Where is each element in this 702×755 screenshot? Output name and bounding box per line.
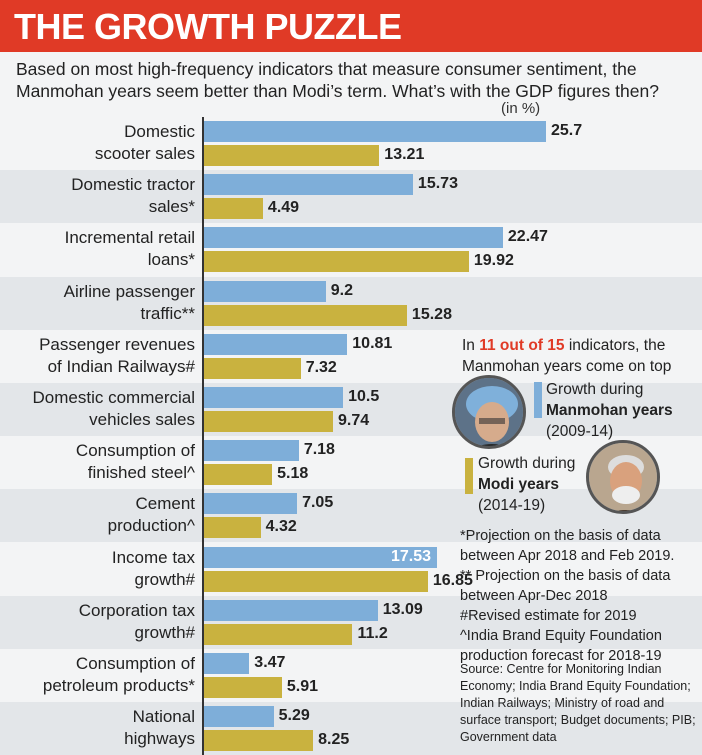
value-label-manmohan: 22.47 <box>507 228 548 246</box>
value-label-modi: 15.28 <box>411 305 452 323</box>
footnote-3: #Revised estimate for 2019 <box>460 608 637 624</box>
category-label: Income tax growth# <box>111 547 195 589</box>
legend-manmohan-line3: (2009-14) <box>546 423 614 440</box>
bar-modi <box>203 517 261 539</box>
bar-manmohan <box>203 121 546 142</box>
footnotes: *Projection on the basis of data between… <box>460 526 702 666</box>
chart-row: Domestic tractor sales* 15.73 4.49 <box>0 170 702 224</box>
chart-row: Income tax growth# 17.53 16.85 <box>0 543 702 596</box>
legend-manmohan-line2: Manmohan years <box>546 402 673 419</box>
callout-note: In 11 out of 15 indicators, the Manmohan… <box>462 335 702 377</box>
legend-manmohan: Growth during Manmohan years (2009-14) <box>546 379 673 442</box>
bar-manmohan <box>203 387 344 408</box>
category-label: Corporation tax growth# <box>78 600 195 642</box>
bar-modi <box>203 730 314 752</box>
bar-modi <box>203 251 469 273</box>
value-label-manmohan: 10.5 <box>348 388 380 405</box>
bar-manmohan <box>203 280 326 302</box>
value-label-manmohan: 3.47 <box>254 654 286 671</box>
legend-modi-line3: (2014-19) <box>478 497 546 514</box>
value-label-modi: 7.32 <box>305 358 337 376</box>
header-banner: THE GROWTH PUZZLE <box>0 0 702 52</box>
value-label-modi: 5.91 <box>286 678 319 695</box>
category-label: Cement production^ <box>107 494 195 536</box>
value-label-modi: 4.49 <box>267 199 300 217</box>
chart-row: Corporation tax growth# 13.09 11.2 <box>0 595 702 649</box>
value-label-modi: 11.2 <box>357 624 388 642</box>
category-label: Passenger revenues of Indian Railways# <box>39 334 195 376</box>
category-label: Consumption of petroleum products* <box>42 654 195 695</box>
category-label: Domestic scooter sales <box>94 122 195 163</box>
category-label: Consumption of finished steel^ <box>75 441 195 483</box>
y-axis-line <box>202 117 204 755</box>
value-label-manmohan: 15.73 <box>417 175 458 193</box>
chart-row: Passenger revenues of Indian Railways# 10… <box>0 330 702 383</box>
unit-label: (in %) <box>501 100 541 117</box>
bar-modi <box>203 677 282 698</box>
value-label-manmohan: 13.09 <box>382 600 423 618</box>
bar-modi <box>203 411 333 432</box>
modi-portrait <box>586 440 660 514</box>
bar-manmohan <box>203 174 413 196</box>
value-label-modi: 16.85 <box>432 571 473 589</box>
value-label-manmohan: 25.7 <box>551 122 583 139</box>
category-label: Incremental retail loans* <box>64 228 195 270</box>
chart-row: Airline passenger traffic** 9.2 15.28 <box>0 276 702 330</box>
callout-prefix: In <box>462 337 480 354</box>
legend-manmohan-line1: Growth during <box>546 381 644 398</box>
value-label-modi: 5.18 <box>277 465 309 483</box>
value-label-modi: 9.74 <box>337 412 370 429</box>
bar-manmohan <box>203 546 437 568</box>
source-note: Source: Centre for Monitoring Indian Eco… <box>460 662 696 744</box>
legend-swatch-modi <box>465 458 473 494</box>
value-label-modi: 13.21 <box>384 146 425 163</box>
chart-title: THE GROWTH PUZZLE <box>14 6 402 47</box>
bar-manmohan <box>203 227 503 249</box>
bar-manmohan <box>203 333 348 355</box>
legend-modi-line1: Growth during <box>478 455 576 472</box>
chart-row: Incremental retail loans* 22.47 19.92 <box>0 223 702 276</box>
chart-row: Consumption of finished steel^ 7.18 5.18 <box>0 436 702 489</box>
chart-row: Consumption of petroleum products* 3.47 5.… <box>0 649 702 702</box>
bar-manmohan <box>203 440 299 462</box>
value-label-modi: 19.92 <box>473 252 514 270</box>
callout-highlight: 11 out of 15 <box>479 337 565 354</box>
bar-manmohan <box>203 706 274 728</box>
manmohan-portrait <box>452 375 526 449</box>
bar-modi <box>203 304 407 326</box>
value-label-manmohan: 5.29 <box>278 707 310 725</box>
bar-manmohan <box>203 653 250 674</box>
legend-modi: Growth during Modi years (2014-19) <box>478 453 575 516</box>
value-label-manmohan: 7.18 <box>303 441 335 459</box>
chart-row: National highways 5.29 8.25 <box>0 702 702 755</box>
category-label: Airline passenger traffic** <box>63 281 195 323</box>
chart-row: Domestic commercial vehicles sales 10.5 9.… <box>0 383 702 436</box>
bar-modi <box>203 623 353 645</box>
footnote-1: *Projection on the basis of data between… <box>460 528 675 564</box>
chart-row: Cement production^ 7.05 4.32 <box>0 489 702 543</box>
value-label-modi: 8.25 <box>318 731 350 749</box>
subtitle: Based on most high-frequency indicators … <box>16 59 659 101</box>
bar-modi <box>203 145 380 166</box>
value-label-manmohan: 10.81 <box>352 334 393 352</box>
callout-suffix: indicators, the Manmohan years come on t… <box>462 337 672 375</box>
value-label-manmohan: 17.53 <box>390 547 431 565</box>
category-label: National highways <box>124 707 195 749</box>
value-label-modi: 4.32 <box>265 518 297 536</box>
value-label-manmohan: 9.2 <box>330 281 354 299</box>
footnote-4: ^India Brand Equity Foundation productio… <box>460 628 662 664</box>
bar-manmohan <box>203 599 378 621</box>
bar-modi <box>203 357 301 379</box>
bar-modi <box>203 464 273 486</box>
chart-row: Domestic scooter sales 25.7 13.21 <box>0 117 702 170</box>
bar-modi <box>203 198 263 220</box>
category-label: Domestic tractor sales* <box>71 175 195 217</box>
legend-swatch-manmohan <box>534 382 542 418</box>
category-label: Domestic commercial vehicles sales <box>32 388 195 429</box>
legend-modi-line2: Modi years <box>478 476 559 493</box>
bar-modi <box>203 570 428 592</box>
bar-manmohan <box>203 493 298 515</box>
footnote-2: ** Projection on the basis of data betwe… <box>460 568 671 604</box>
value-label-manmohan: 7.05 <box>302 494 334 512</box>
